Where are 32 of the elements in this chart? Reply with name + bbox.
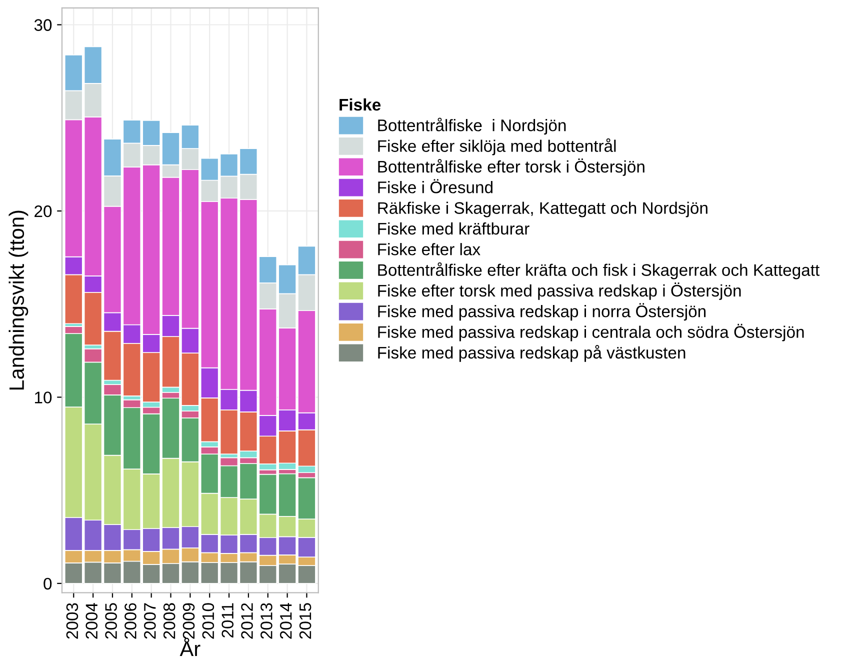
x-axis-title: År — [180, 638, 200, 656]
y-tick-label: 10 — [34, 392, 52, 404]
y-tick-label: 20 — [34, 205, 52, 218]
x-tick-label: 2013 — [260, 603, 272, 639]
x-tick-label: 2010 — [202, 603, 214, 639]
x-tick-label: 2008 — [163, 603, 176, 639]
x-tick-label: 2003 — [66, 603, 78, 639]
x-tick-label: 2011 — [222, 603, 234, 638]
legend-label: Bottentrålfiske efter kräfta och fisk i Skagerrak och Kattegatt — [378, 262, 820, 280]
legend-label: Bottentrålfiske efter torsk i Östersjön — [378, 158, 644, 176]
y-tick-label: 0 — [44, 578, 52, 590]
x-tick-label: 2009 — [182, 603, 195, 639]
x-tick-label: 2006 — [124, 603, 136, 639]
legend-label: Fiske med kräftburar — [378, 222, 530, 235]
legend-label: Fiske efter siklöja med bottentrål — [378, 138, 616, 156]
legend-label: Fiske med passiva redskap på västkusten — [378, 345, 686, 362]
legend-title: Fiske — [340, 98, 381, 111]
y-axis-title: Landningsvikt (tton) — [8, 210, 28, 390]
legend-label: Fiske med passiva redskap i norra Östersjön — [378, 303, 706, 321]
x-tick-label: 2005 — [105, 603, 117, 639]
legend-label: Fiske efter torsk med passiva redskap i Östersjön — [378, 282, 741, 300]
y-tick-label: 30 — [34, 19, 52, 31]
x-tick-label: 2004 — [86, 602, 98, 639]
x-tick-label: 2015 — [299, 603, 312, 639]
x-tick-label: 2007 — [144, 603, 156, 639]
x-tick-label: 2014 — [280, 602, 292, 639]
legend-label: Fiske efter lax — [378, 243, 480, 256]
legend-label: Fiske med passiva redskap i centrala och södra Östersjön — [378, 324, 804, 342]
legend-label: Bottentrålfiske i Nordsjön — [378, 118, 566, 135]
legend-label: Räkfiske i Skagerrak, Kattegatt och Nordsjön — [378, 202, 708, 218]
x-tick-label: 2012 — [241, 603, 253, 639]
legend-label: Fiske i Öresund — [378, 179, 492, 194]
